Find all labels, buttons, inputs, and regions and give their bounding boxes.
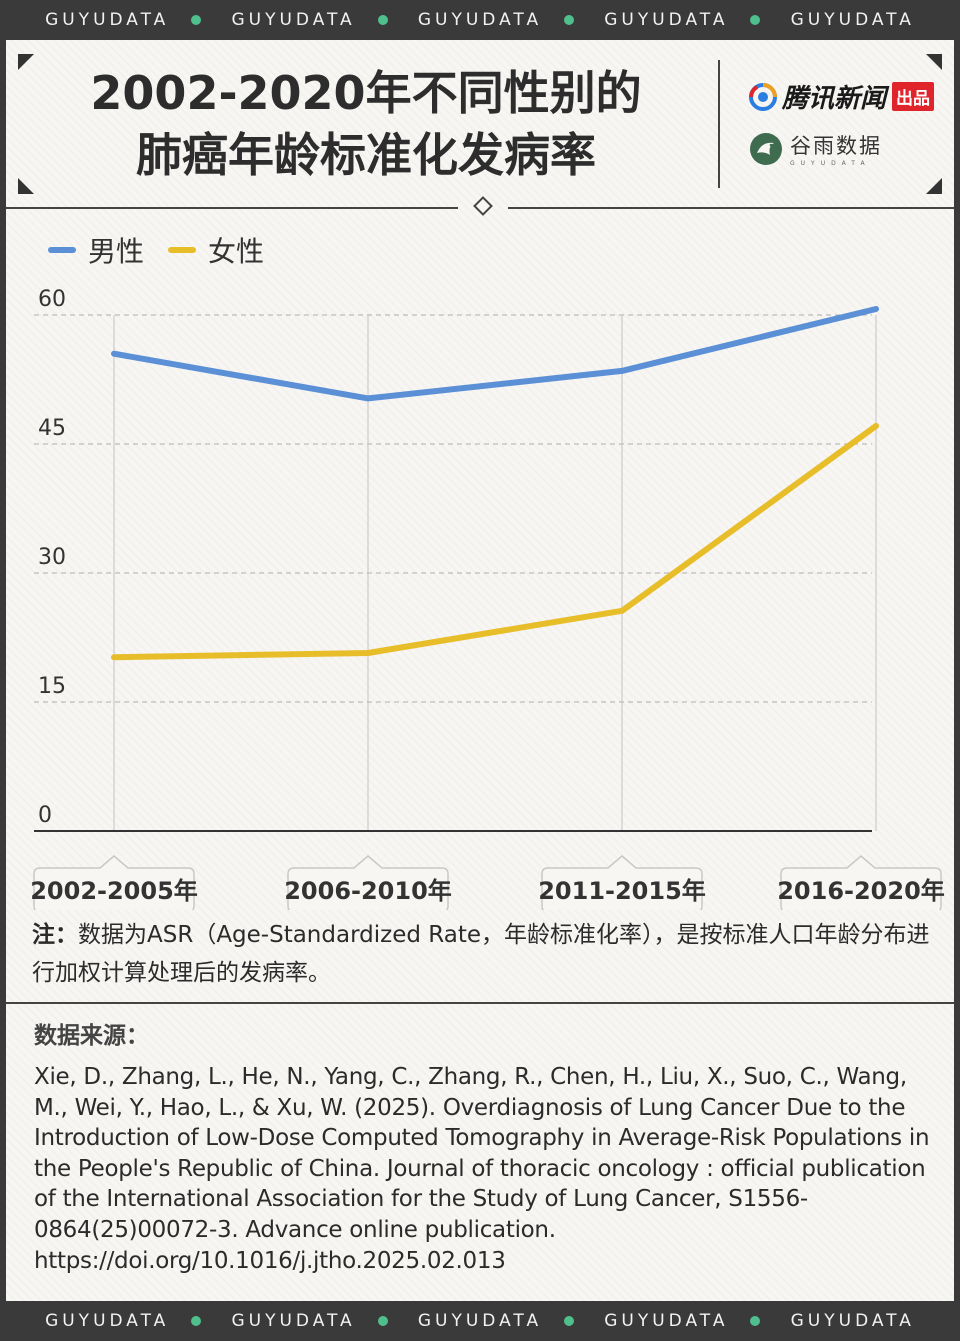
banner-label: GUYUDATA: [231, 1311, 355, 1331]
header: 2002-2020年不同性别的 肺癌年龄标准化发病率 腾讯新闻 出品 谷雨数据 …: [6, 40, 954, 208]
tencent-news-icon: [748, 82, 778, 112]
banner-item: GUYUDATA: [231, 10, 387, 30]
banner-item: GUYUDATA: [45, 10, 201, 30]
x-tick-label: 2016-2020年: [777, 877, 945, 905]
banner-label: GUYUDATA: [604, 10, 728, 30]
y-tick-label: 0: [38, 803, 52, 828]
series-line: [114, 426, 876, 657]
guyu-data-subtext: GUYUDATA: [790, 160, 882, 167]
x-tick-label-box: 2006-2010年: [284, 856, 452, 910]
banner-dot: [191, 1316, 201, 1326]
guyu-data-logo: 谷雨数据 GUYUDATA: [748, 130, 882, 167]
banner-label: GUYUDATA: [231, 10, 355, 30]
legend-item: 女性: [168, 230, 264, 270]
x-tick-label-box: 2016-2020年: [777, 856, 945, 910]
banner-item: GUYUDATA: [791, 10, 915, 30]
banner-dot: [750, 1316, 760, 1326]
banner-dot: [378, 15, 388, 25]
x-tick-label-box: 2011-2015年: [538, 856, 706, 910]
legend-label: 男性: [88, 230, 144, 270]
tencent-news-text: 腾讯新闻: [782, 78, 886, 115]
source-citation: Xie, D., Zhang, L., He, N., Yang, C., Zh…: [34, 1062, 946, 1276]
y-tick-label: 30: [38, 545, 66, 570]
y-tick-label: 60: [38, 287, 66, 312]
legend-swatch: [168, 247, 196, 253]
legend-label: 女性: [208, 230, 264, 270]
banner-item: GUYUDATA: [418, 10, 574, 30]
banner-label: GUYUDATA: [418, 10, 542, 30]
chart-title: 2002-2020年不同性别的 肺癌年龄标准化发病率: [56, 62, 676, 186]
header-separator: [718, 60, 720, 188]
banner-dot: [564, 1316, 574, 1326]
banner-item: GUYUDATA: [231, 1311, 387, 1331]
tencent-news-badge: 出品: [892, 82, 934, 111]
poster: 2002-2020年不同性别的 肺癌年龄标准化发病率 腾讯新闻 出品 谷雨数据 …: [6, 40, 954, 1301]
tencent-news-logo: 腾讯新闻 出品: [748, 78, 934, 115]
corner-mark: [926, 54, 942, 70]
x-tick-label: 2006-2010年: [284, 877, 452, 905]
line-chart: 0 15 30 45 60 2002-2005年 2006-2010年 2011-2015年 2…: [6, 280, 954, 910]
guyu-bird-icon: [748, 131, 784, 167]
banner-label: GUYUDATA: [604, 1311, 728, 1331]
x-tick-label: 2002-2005年: [30, 877, 198, 905]
x-tick-label-box: 2002-2005年: [30, 856, 198, 910]
corner-mark: [18, 54, 34, 70]
banner-dot: [378, 1316, 388, 1326]
top-banner: GUYUDATA GUYUDATA GUYUDATA GUYUDATA GUYUDATA: [0, 0, 960, 40]
corner-mark: [926, 178, 942, 194]
x-tick-label: 2011-2015年: [538, 877, 706, 905]
note-text: 数据为ASR（Age-Standardized Rate，年龄标准化率），是按标…: [32, 922, 930, 986]
source-title: 数据来源：: [34, 1016, 149, 1050]
diamond-ornament: [473, 196, 493, 216]
title-line-2: 肺癌年龄标准化发病率: [56, 124, 676, 186]
banner-item: GUYUDATA: [604, 10, 760, 30]
banner-dot: [564, 15, 574, 25]
banner-dot: [750, 15, 760, 25]
legend: 男性 女性: [48, 230, 288, 270]
legend-item: 男性: [48, 230, 144, 270]
legend-swatch: [48, 247, 76, 253]
note-lead: 注：: [32, 922, 78, 948]
bottom-banner: GUYUDATA GUYUDATA GUYUDATA GUYUDATA GUYUDATA: [0, 1301, 960, 1341]
section-divider: [6, 1002, 954, 1004]
banner-item: GUYUDATA: [418, 1311, 574, 1331]
banner-item: GUYUDATA: [791, 1311, 915, 1331]
banner-label: GUYUDATA: [418, 1311, 542, 1331]
banner-label: GUYUDATA: [45, 10, 169, 30]
y-tick-label: 45: [38, 416, 66, 441]
banner-dot: [191, 15, 201, 25]
series-line: [114, 309, 876, 398]
banner-item: GUYUDATA: [45, 1311, 201, 1331]
corner-mark: [18, 178, 34, 194]
header-rule: [508, 207, 954, 209]
banner-label: GUYUDATA: [45, 1311, 169, 1331]
guyu-data-text: 谷雨数据: [790, 130, 882, 160]
y-tick-label: 15: [38, 674, 66, 699]
title-line-1: 2002-2020年不同性别的: [56, 62, 676, 124]
banner-item: GUYUDATA: [604, 1311, 760, 1331]
banner-label: GUYUDATA: [791, 1311, 915, 1331]
header-rule: [6, 207, 458, 209]
banner-label: GUYUDATA: [791, 10, 915, 30]
note: 注：数据为ASR（Age-Standardized Rate，年龄标准化率），是…: [32, 916, 932, 992]
